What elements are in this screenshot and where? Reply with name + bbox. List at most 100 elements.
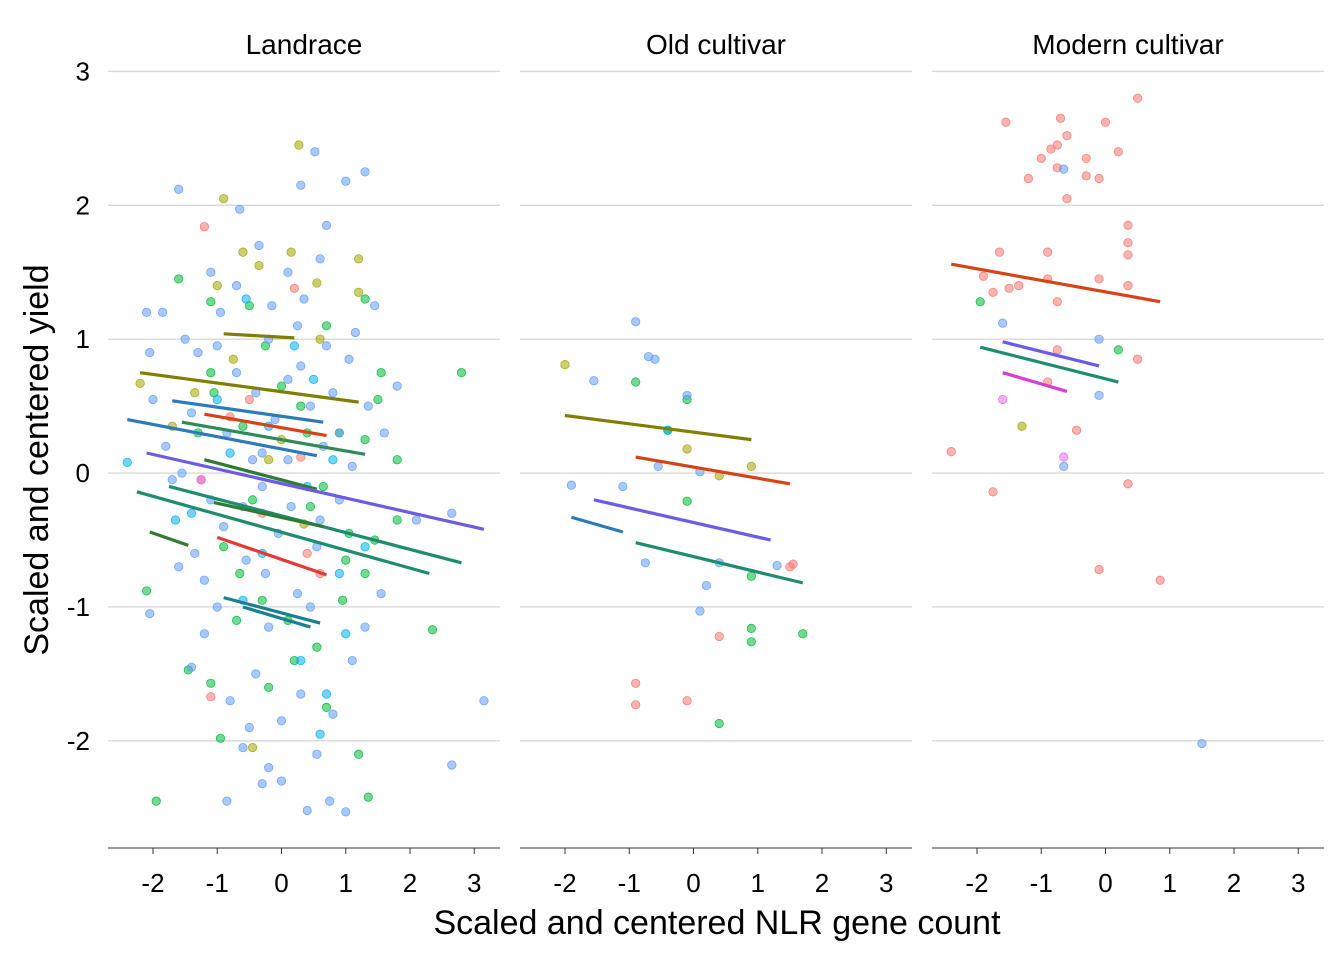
data-point-olive — [682, 444, 692, 454]
data-point-olive — [560, 360, 570, 370]
x-tick-label: 0 — [274, 868, 288, 898]
data-point-red — [1094, 173, 1104, 184]
data-point-green — [235, 568, 245, 579]
data-point-blue — [180, 334, 190, 344]
regression-line — [1002, 340, 1100, 368]
data-point-blue — [276, 776, 287, 786]
data-point-olive — [354, 287, 364, 297]
y-tick-label: -2 — [67, 726, 90, 756]
data-point-green — [231, 615, 242, 625]
y-tick-label: -1 — [67, 592, 90, 622]
data-point-green — [427, 625, 438, 635]
data-point-green — [151, 796, 161, 806]
data-point-olive — [294, 140, 304, 150]
data-point-red — [1062, 131, 1072, 141]
data-point-blue — [241, 555, 251, 565]
regression-line — [1002, 371, 1068, 393]
data-point-red — [994, 247, 1005, 257]
data-point-red — [1133, 93, 1143, 103]
points-group — [560, 317, 808, 729]
data-point-blue — [186, 662, 197, 672]
y-tick-label: 3 — [76, 56, 90, 86]
data-point-green — [305, 501, 316, 512]
data-point-green — [206, 297, 216, 307]
data-point-blue — [650, 354, 660, 364]
data-point-cyan — [315, 729, 325, 739]
regression-line — [242, 605, 311, 629]
x-tick-label: 1 — [1163, 868, 1177, 898]
data-point-blue — [141, 307, 152, 318]
data-point-blue — [260, 568, 271, 579]
data-point-cyan — [186, 508, 197, 518]
data-point-green — [264, 682, 274, 692]
data-point-olive — [746, 461, 756, 471]
data-point-blue — [251, 669, 261, 679]
regression-line — [635, 541, 804, 585]
data-point-red — [1094, 564, 1104, 575]
data-point-red — [1001, 117, 1011, 127]
data-point-green — [714, 718, 724, 729]
x-tick-label: 0 — [686, 868, 700, 898]
data-point-cyan — [328, 455, 338, 465]
y-tick-label: 2 — [76, 190, 90, 220]
data-point-blue — [283, 374, 293, 384]
data-point-red — [1014, 281, 1024, 291]
regression-lines — [950, 262, 1161, 393]
regression-line — [181, 420, 366, 456]
data-point-green — [318, 481, 328, 492]
data-point-blue — [212, 341, 222, 351]
data-point-green — [238, 421, 248, 431]
data-point-blue — [254, 240, 264, 251]
data-point-red — [1036, 153, 1046, 164]
regression-line — [149, 530, 189, 547]
data-point-blue — [350, 327, 361, 338]
data-point-blue — [1059, 461, 1069, 471]
data-point-red — [1062, 193, 1072, 204]
data-point-blue — [310, 147, 320, 157]
data-point-green — [206, 368, 216, 378]
panel-1: Old cultivar -2 -1 0 1 2 3 — [520, 29, 912, 898]
regression-line — [593, 498, 771, 542]
data-point-cyan — [296, 655, 306, 666]
data-point-red — [978, 271, 989, 281]
data-point-red — [289, 283, 299, 293]
data-point-olive — [254, 260, 264, 271]
data-point-blue — [347, 461, 357, 471]
data-point-olive — [212, 281, 222, 291]
regression-line — [126, 417, 318, 458]
data-point-blue — [148, 394, 158, 405]
data-point-red — [1081, 153, 1091, 164]
data-point-olive — [190, 388, 200, 398]
data-point-blue — [328, 709, 338, 719]
data-point-blue — [292, 588, 303, 599]
data-point-blue — [315, 515, 325, 525]
data-point-blue — [212, 602, 222, 612]
data-point-blue — [695, 606, 705, 616]
data-point-blue — [360, 622, 370, 632]
data-point-cyan — [225, 448, 235, 458]
data-point-red — [946, 447, 956, 457]
data-point-green — [312, 642, 322, 652]
data-point-blue — [206, 267, 216, 277]
data-point-blue — [1094, 334, 1104, 344]
data-point-red — [1133, 354, 1143, 364]
data-point-blue — [1197, 738, 1207, 749]
regression-lines — [126, 332, 485, 629]
data-point-blue — [363, 401, 373, 411]
data-point-blue — [174, 184, 184, 194]
data-point-blue — [1094, 390, 1104, 401]
data-point-green — [247, 495, 258, 505]
data-point-green — [174, 274, 184, 284]
data-point-blue — [325, 796, 335, 806]
data-point-magenta — [1059, 452, 1069, 462]
data-point-blue — [190, 548, 200, 559]
data-point-blue — [315, 254, 325, 264]
x-tick-label: 1 — [339, 868, 353, 898]
data-point-olive — [264, 455, 274, 465]
regression-line — [979, 345, 1119, 384]
data-point-blue — [283, 267, 293, 277]
data-point-red — [206, 692, 216, 702]
data-point-green — [682, 496, 692, 506]
data-point-blue — [998, 318, 1008, 328]
data-point-blue — [145, 609, 155, 619]
